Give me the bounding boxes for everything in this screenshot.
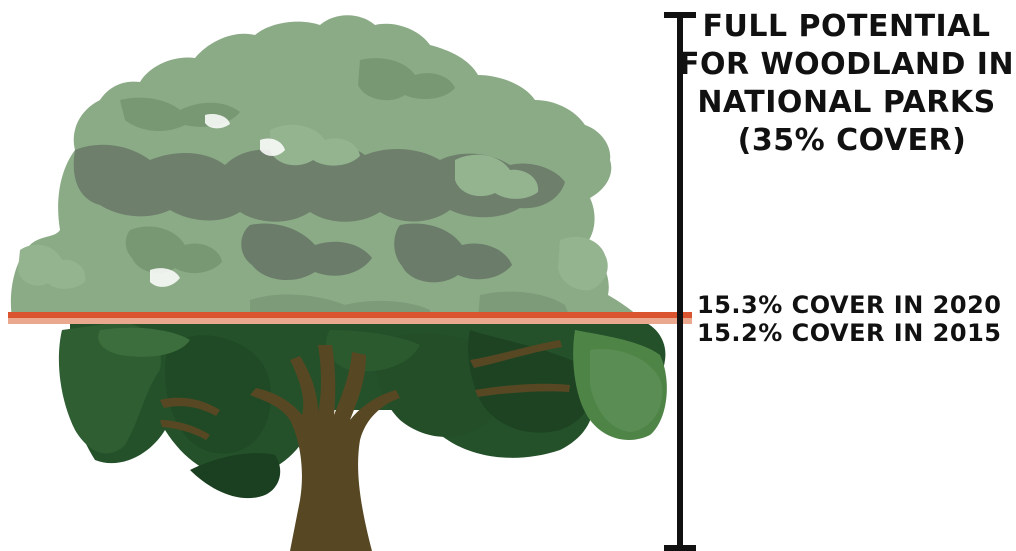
potential-scale-bar xyxy=(664,12,696,551)
potential-label-line: FOR WOODLAND IN xyxy=(679,47,1014,82)
upper-canopy xyxy=(10,15,640,318)
lower-canopy xyxy=(58,320,667,499)
cover-lines xyxy=(8,312,692,324)
cover-2020-line xyxy=(8,312,692,318)
potential-label-line: (35% COVER) xyxy=(738,123,967,158)
cover-2015-line xyxy=(8,318,692,324)
tree-trunk xyxy=(160,340,570,551)
potential-label: FULL POTENTIAL FOR WOODLAND IN NATIONAL … xyxy=(679,9,1016,158)
tree-illustration xyxy=(10,15,667,551)
potential-label-line: NATIONAL PARKS xyxy=(697,85,995,120)
potential-label-line: FULL POTENTIAL xyxy=(703,9,991,44)
cover-2020-label: 15.3% COVER IN 2020 xyxy=(697,291,1001,319)
cover-2015-label: 15.2% COVER IN 2015 xyxy=(697,319,1001,347)
